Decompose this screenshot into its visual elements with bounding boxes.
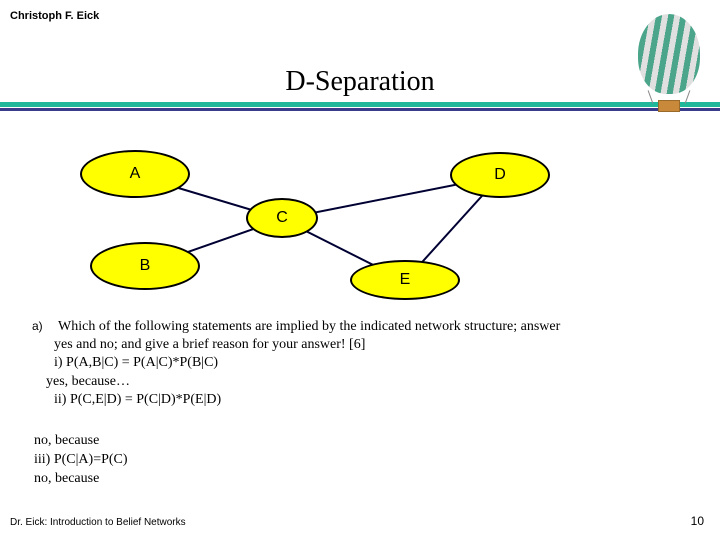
network-diagram: A C D B E bbox=[0, 120, 720, 320]
question-marker: a) bbox=[32, 319, 58, 335]
question-block: a)Which of the following statements are … bbox=[32, 318, 700, 409]
question-iii: iii) P(C|A)=P(C) bbox=[34, 451, 128, 470]
balloon-logo bbox=[638, 14, 700, 112]
balloon-rope-icon bbox=[648, 90, 654, 103]
author-top: Christoph F. Eick bbox=[10, 10, 99, 22]
question-line2: yes and no; and give a brief reason for … bbox=[32, 336, 700, 354]
footer-course: Dr. Eick: Introduction to Belief Network… bbox=[10, 517, 186, 528]
page-title: D-Separation bbox=[0, 66, 720, 98]
divider-top bbox=[0, 102, 720, 107]
divider-bottom bbox=[0, 108, 720, 111]
balloon-rope-icon bbox=[685, 90, 691, 103]
node-d: D bbox=[450, 152, 550, 198]
node-c: C bbox=[246, 198, 318, 238]
node-e: E bbox=[350, 260, 460, 300]
title-divider bbox=[0, 102, 720, 111]
node-a: A bbox=[80, 150, 190, 198]
question-i: i) P(A,B|C) = P(A|C)*P(B|C) bbox=[32, 354, 700, 372]
question-line1: Which of the following statements are im… bbox=[58, 319, 560, 334]
answer-block: no, because iii) P(C|A)=P(C) no, because bbox=[34, 432, 128, 489]
page-number: 10 bbox=[691, 514, 704, 528]
balloon-envelope-icon bbox=[638, 14, 700, 94]
balloon-basket-icon bbox=[658, 100, 680, 112]
question-ii: ii) P(C,E|D) = P(C|D)*P(E|D) bbox=[32, 391, 700, 409]
answer-iii: no, because bbox=[34, 470, 128, 489]
node-b: B bbox=[90, 242, 200, 290]
question-i-answer: yes, because… bbox=[32, 373, 700, 391]
answer-ii: no, because bbox=[34, 432, 128, 451]
